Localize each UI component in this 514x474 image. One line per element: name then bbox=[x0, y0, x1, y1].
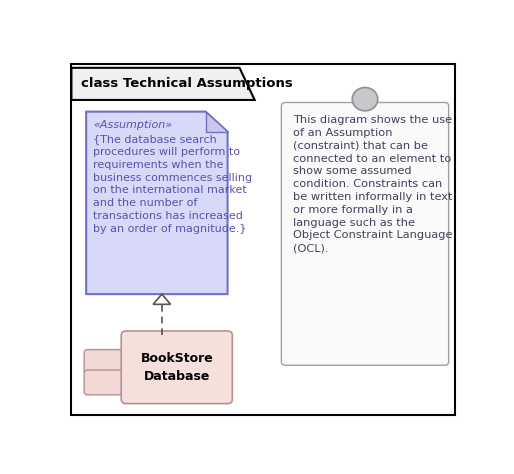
FancyBboxPatch shape bbox=[84, 370, 125, 395]
Text: class Technical Assumptions: class Technical Assumptions bbox=[81, 77, 293, 91]
Text: {The database search
procedures will perform to
requirements when the
business c: {The database search procedures will per… bbox=[94, 134, 252, 234]
Text: «Assumption»: «Assumption» bbox=[94, 119, 173, 130]
Text: BookStore
Database: BookStore Database bbox=[140, 352, 213, 383]
Polygon shape bbox=[153, 294, 171, 304]
Text: This diagram shows the use
of an Assumption
(constraint) that can be
connected t: This diagram shows the use of an Assumpt… bbox=[293, 115, 453, 253]
Circle shape bbox=[352, 88, 378, 111]
Polygon shape bbox=[206, 112, 228, 132]
FancyBboxPatch shape bbox=[71, 64, 455, 415]
FancyBboxPatch shape bbox=[281, 102, 449, 365]
Polygon shape bbox=[71, 68, 254, 100]
FancyBboxPatch shape bbox=[121, 331, 232, 404]
Polygon shape bbox=[86, 112, 228, 294]
FancyBboxPatch shape bbox=[84, 350, 125, 374]
